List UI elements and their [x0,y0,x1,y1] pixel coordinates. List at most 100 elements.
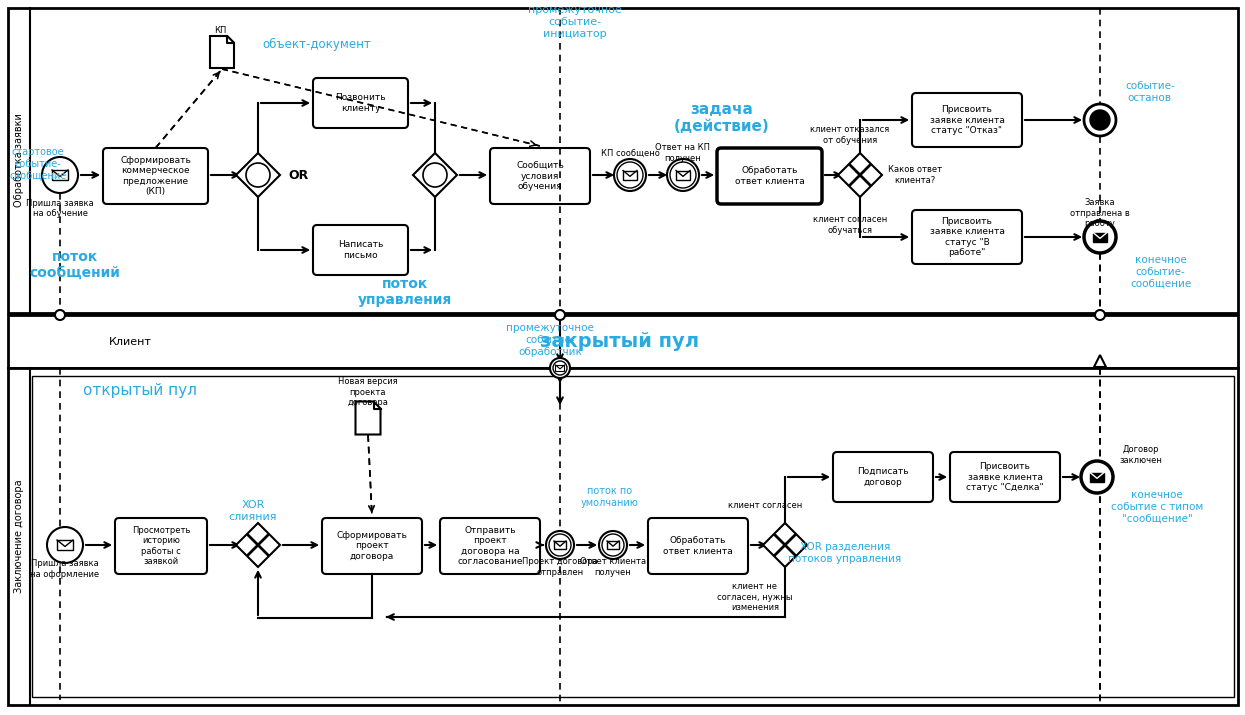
Text: Обработать
ответ клиента: Обработать ответ клиента [664,536,733,556]
Text: Проект договора
отправлен: Проект договора отправлен [522,557,598,577]
FancyBboxPatch shape [322,518,422,574]
FancyBboxPatch shape [312,225,408,275]
Circle shape [549,534,571,556]
Bar [1093,232,1107,242]
Text: XOR
слияния: XOR слияния [229,500,278,522]
Bar [52,170,68,180]
Bar [676,170,690,179]
FancyBboxPatch shape [717,148,822,204]
Text: Присвоить
заявке клиента
статус "Сделка": Присвоить заявке клиента статус "Сделка" [966,462,1043,492]
Text: задача
(действие): задача (действие) [674,102,769,134]
Circle shape [614,159,646,191]
Text: стартовое
событие-
сообщение: стартовое событие- сообщение [10,147,67,180]
Text: Заявка
отправлена в
работу: Заявка отправлена в работу [1071,198,1130,228]
Circle shape [553,361,566,375]
Text: открытый пул: открытый пул [83,383,197,398]
FancyBboxPatch shape [115,518,207,574]
Polygon shape [237,523,280,567]
Circle shape [603,534,624,556]
Polygon shape [554,370,566,382]
Text: Подписать
договор: Подписать договор [858,468,909,487]
Text: клиент согласен: клиент согласен [728,500,802,510]
Text: Обработка заявки: Обработка заявки [14,114,24,207]
Text: Пришла заявка
на оформление: Пришла заявка на оформление [30,559,100,578]
Polygon shape [1094,355,1106,367]
Circle shape [423,163,447,187]
FancyBboxPatch shape [103,148,208,204]
Text: конечное
событие с типом
"сообщение": конечное событие с типом "сообщение" [1111,490,1203,523]
Circle shape [55,310,65,320]
FancyBboxPatch shape [913,93,1022,147]
Circle shape [1084,221,1116,253]
Text: Присвоить
заявке клиента
статус "Отказ": Присвоить заявке клиента статус "Отказ" [930,105,1005,135]
Polygon shape [237,153,280,197]
Text: клиент не
согласен, нужны
изменения: клиент не согласен, нужны изменения [717,582,793,612]
Text: Договор
заключен: Договор заключен [1119,445,1162,465]
Text: промежуточное
событие-
обработчик: промежуточное событие- обработчик [505,323,594,357]
Text: XOR разделения
потоков управления: XOR разделения потоков управления [788,542,901,564]
FancyBboxPatch shape [950,452,1059,502]
Circle shape [47,527,83,563]
Polygon shape [838,153,881,197]
Circle shape [1081,461,1113,493]
FancyBboxPatch shape [312,78,408,128]
Polygon shape [356,402,381,435]
Text: объект-документ: объект-документ [263,37,371,51]
FancyBboxPatch shape [833,452,933,502]
FancyBboxPatch shape [439,518,540,574]
FancyBboxPatch shape [647,518,748,574]
Text: Отправить
проект
договора на
согласование: Отправить проект договора на согласовани… [457,526,523,566]
Circle shape [42,157,78,193]
Text: Написать
письмо: Написать письмо [337,240,383,260]
Text: Обработать
ответ клиента: Обработать ответ клиента [735,167,804,186]
Text: Пришла заявка
на обучение: Пришла заявка на обучение [26,199,93,218]
Bar [554,541,566,549]
Text: КП: КП [214,26,227,34]
Circle shape [667,159,698,191]
Text: поток по
умолчанию: поток по умолчанию [581,486,639,508]
Text: промежуточное
событие-
инициатор: промежуточное событие- инициатор [528,6,621,39]
Text: Сформировать
коммерческое
предложение
(КП): Сформировать коммерческое предложение (К… [120,156,190,196]
Circle shape [1091,110,1111,130]
Text: Сообщить
условия
обучения: Сообщить условия обучения [517,161,564,191]
Bar [7,368,1238,705]
Text: Каков ответ
клиента?: Каков ответ клиента? [888,165,942,184]
Text: Присвоить
заявке клиента
статус "В
работе": Присвоить заявке клиента статус "В работ… [930,217,1005,257]
Text: Сформировать
проект
договора: Сформировать проект договора [336,531,407,561]
Text: клиент отказался
от обучения: клиент отказался от обучения [810,125,890,144]
Circle shape [550,358,570,378]
Circle shape [1096,310,1106,320]
Text: поток
управления: поток управления [357,277,452,307]
Text: КП сообщено: КП сообщено [600,149,660,157]
Text: событие-
останов: событие- останов [1125,82,1175,103]
Text: конечное
событие-
сообщение: конечное событие- сообщение [1130,255,1191,289]
Bar [622,170,637,179]
Text: Заключение договора: Заключение договора [14,480,24,593]
Bar [1091,473,1104,481]
Text: Ответ клиента
получен: Ответ клиента получен [580,557,646,577]
Circle shape [599,531,627,559]
Circle shape [555,310,565,320]
Text: Ответ на КП
получен: Ответ на КП получен [656,143,711,163]
Text: закрытый пул: закрытый пул [540,332,700,351]
Bar [32,376,1234,697]
Polygon shape [763,523,807,567]
Bar [555,365,564,371]
Text: Клиент: Клиент [108,337,152,347]
Circle shape [1084,104,1116,136]
Circle shape [670,162,696,188]
Circle shape [618,162,642,188]
Text: Новая версия
проекта
договора: Новая версия проекта договора [339,377,398,407]
Text: OR: OR [288,169,309,182]
Polygon shape [210,36,234,68]
Polygon shape [413,153,457,197]
Circle shape [555,363,565,373]
Circle shape [547,531,574,559]
Bar [7,315,1238,368]
FancyBboxPatch shape [491,148,590,204]
Bar [57,540,73,550]
Bar [7,8,1238,313]
Circle shape [247,163,270,187]
Text: клиент согласен
обучаться: клиент согласен обучаться [813,215,888,235]
Text: поток
сообщений: поток сообщений [30,250,121,280]
